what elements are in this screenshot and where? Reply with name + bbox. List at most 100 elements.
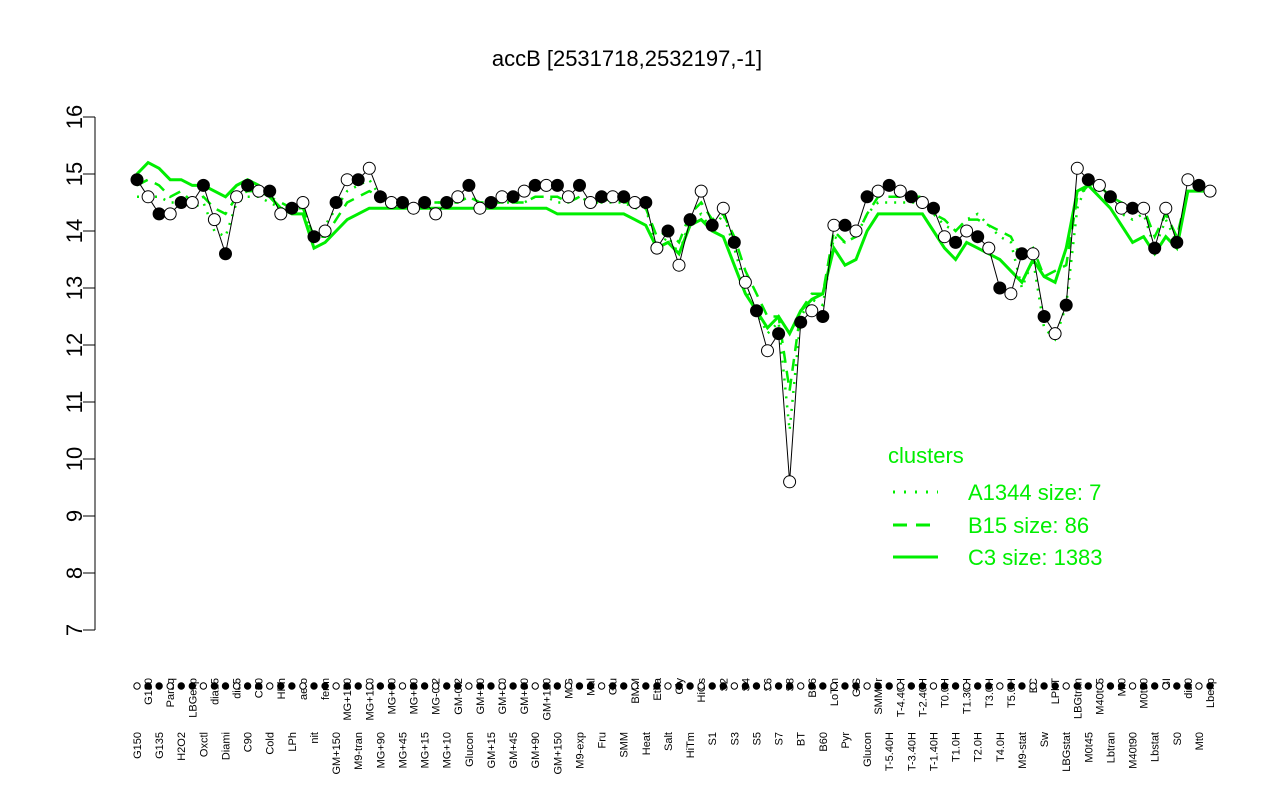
x-tick-label: LPhT	[1050, 678, 1062, 705]
x-rug-marker	[808, 682, 816, 690]
x-rug-marker	[155, 682, 163, 690]
data-point	[617, 190, 631, 204]
data-point	[683, 213, 697, 227]
data-point	[219, 247, 232, 261]
x-rug-marker	[874, 682, 882, 690]
data-point	[1126, 201, 1140, 215]
data-point	[1148, 241, 1162, 255]
x-rug-marker	[1162, 682, 1170, 690]
x-rug-marker	[741, 682, 750, 690]
x-tick-label: Glucon	[464, 732, 476, 767]
x-rug-marker	[487, 682, 495, 690]
x-rug-marker	[819, 682, 827, 690]
data-point	[185, 196, 199, 209]
x-tick-label: MG+45	[397, 732, 409, 768]
x-rug-marker	[918, 682, 927, 690]
x-rug-marker	[686, 682, 694, 690]
x-tick-label: HiOs	[696, 678, 708, 703]
x-rug-marker	[288, 682, 296, 690]
y-tick-label: 13	[62, 276, 87, 300]
x-rug-marker	[1095, 682, 1104, 690]
x-tick-label: G150	[132, 732, 144, 759]
x-tick-label: T2.0H	[973, 732, 985, 762]
data-point	[462, 178, 476, 192]
data-point	[927, 201, 940, 215]
data-point	[871, 184, 885, 198]
data-point	[1026, 247, 1040, 261]
data-point	[816, 310, 830, 323]
x-rug-marker	[642, 682, 650, 690]
data-point	[849, 224, 863, 238]
x-rug-marker	[254, 682, 263, 690]
x-tick-label: M40t90	[1128, 732, 1140, 769]
x-rug-marker	[420, 682, 429, 690]
data-point	[252, 184, 266, 198]
data-point	[1004, 287, 1018, 301]
data-point	[694, 184, 708, 198]
x-tick-label: T-1.40H	[928, 732, 940, 771]
x-tick-label: GM+45	[508, 732, 520, 768]
x-tick-label: T4.0H	[995, 732, 1007, 762]
data-point	[241, 178, 255, 192]
data-point	[207, 213, 221, 227]
data-point	[738, 275, 752, 289]
data-point	[1181, 173, 1195, 187]
x-rug-marker	[586, 682, 595, 690]
x-rug-marker	[752, 682, 761, 690]
data-point	[296, 196, 310, 209]
data-point	[1137, 201, 1151, 215]
x-rug-marker	[962, 682, 971, 690]
x-tick-label: M9-stat	[1017, 732, 1029, 769]
y-tick-label: 7	[62, 624, 87, 636]
x-tick-label: dia15	[209, 678, 221, 705]
data-point	[418, 196, 432, 209]
x-rug-marker	[1084, 682, 1093, 690]
data-point	[960, 224, 974, 238]
y-tick-label: 9	[62, 510, 87, 522]
data-point	[827, 218, 841, 232]
x-rug-marker	[310, 682, 318, 690]
x-rug-marker	[763, 682, 772, 690]
series-line-dotted	[137, 177, 1210, 431]
x-rug-marker	[951, 682, 960, 690]
data-points	[130, 161, 1217, 489]
x-rug-marker	[476, 682, 484, 690]
x-rug-marker	[531, 682, 539, 690]
x-rug-marker	[498, 682, 506, 690]
data-point	[274, 207, 288, 221]
data-point	[904, 190, 918, 204]
x-tick-label: MG+10	[442, 732, 454, 768]
data-point	[915, 196, 929, 209]
x-tick-label: LPh	[287, 732, 299, 752]
x-rug-marker	[675, 682, 683, 690]
x-rug-marker	[697, 682, 705, 690]
data-point	[1081, 173, 1095, 187]
x-tick-label: Heat	[641, 732, 653, 755]
data-point	[307, 230, 321, 244]
data-point	[362, 161, 376, 175]
data-point	[783, 475, 797, 489]
data-point	[1203, 184, 1217, 198]
x-tick-label: S3	[729, 732, 741, 745]
x-tick-label: Glucon	[862, 732, 874, 767]
data-point	[163, 207, 177, 221]
data-point	[506, 190, 520, 204]
x-rug-marker	[1051, 682, 1059, 690]
x-tick-label: Lbtran	[1105, 732, 1117, 763]
x-rug-marker	[664, 682, 672, 690]
x-tick-label: S5	[751, 732, 763, 745]
data-point	[639, 196, 653, 209]
x-rug-marker	[929, 682, 938, 690]
x-tick-label: Paraq	[165, 678, 177, 707]
legend-entry-a1344: A1344 size: 7	[968, 480, 1101, 505]
data-point	[373, 190, 387, 204]
x-rug-marker	[1073, 682, 1081, 690]
x-tick-label: B60	[818, 732, 830, 752]
data-point	[672, 258, 686, 272]
x-rug-marker	[465, 682, 473, 690]
x-rug-marker	[863, 682, 871, 690]
x-tick-label: GM+150	[331, 732, 343, 775]
x-tick-label: S1	[707, 732, 719, 745]
x-tick-label: Sw	[1039, 732, 1051, 747]
x-tick-label: T1.0H	[951, 732, 963, 762]
